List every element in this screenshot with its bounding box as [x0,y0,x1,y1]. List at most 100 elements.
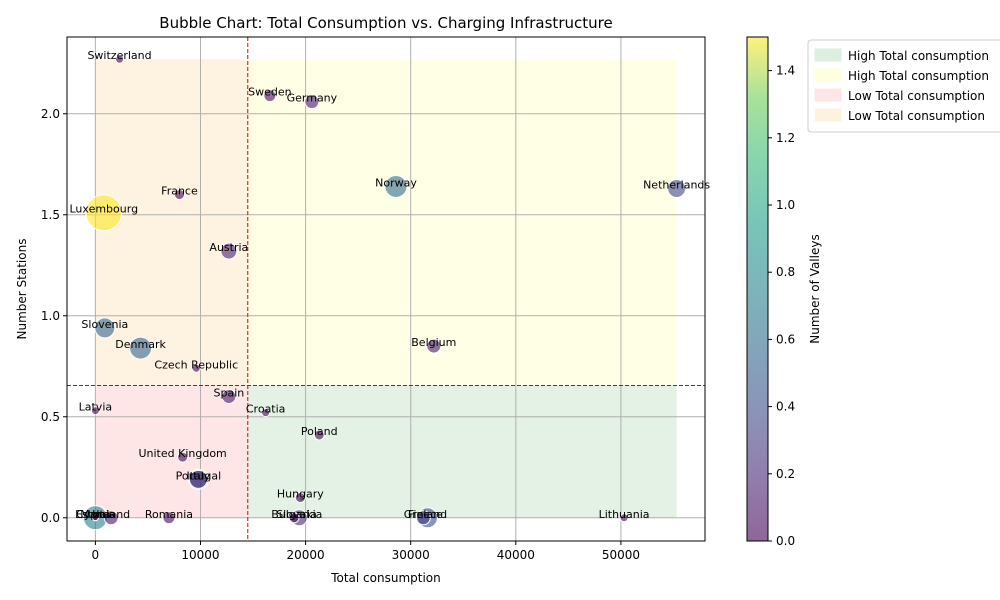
colorbar-tick-label: 1.4 [776,64,795,78]
colorbar-tick-label: 0.0 [776,534,795,548]
bubble-lithuania [619,513,629,523]
bubble-switzerland [115,54,125,64]
bubble-greece [415,510,431,526]
colorbar: 0.0 0.2 0.4 0.6 0.8 1.0 1.2 1.4 Number of Valle… [746,36,822,548]
legend-swatch [814,88,842,102]
x-tick-label: 10000 [181,548,219,562]
bubble-label-germany: Germany [287,92,338,105]
bubble-spain [221,389,237,405]
legend: High Total consumption High Total consump… [807,39,1000,133]
bubble-label-netherlands: Netherlands [643,179,710,192]
x-tick-label: 50000 [602,548,640,562]
bubble-label-hungary: Hungary [277,488,324,501]
bubble-label-croatia: Croatia [246,403,286,416]
bubble-label-slovenia: Slovenia [81,318,128,331]
bubble-ireland [103,510,119,526]
bubble-portugal [188,469,208,489]
y-tick-label: 1.0 [41,309,60,323]
bubble-latvia [90,406,100,416]
bubble-sweden [263,89,277,103]
x-tick-label: 40000 [497,548,535,562]
plot-frame [66,36,706,542]
legend-frame [807,39,1000,133]
bubble-label-finland: Finland [408,508,447,521]
bubble-label-latvia: Latvia [79,401,113,414]
bubble-label-austria: Austria [209,241,248,254]
bubble-luxembourg [85,194,123,232]
bubble-poland [313,429,325,441]
bubble-label-lithuania: Lithuania [599,508,650,521]
legend-label: High Total consumption [848,49,989,63]
colorbar-ticks: 0.0 0.2 0.4 0.6 0.8 1.0 1.2 1.4 [768,64,795,548]
bubble-bulgaria [288,512,300,524]
x-axis-label: Total consumption [330,571,441,585]
bubble-series [82,54,687,531]
bubble-label-slovakia: Slovakia [276,508,322,521]
y-tick-label: 0.0 [41,511,60,525]
y-tick-label: 1.5 [41,208,60,222]
y-axis-ticks: 0.0 0.5 1.0 1.5 2.0 [41,107,67,525]
colorbar-gradient [747,37,768,541]
legend-label: Low Total consumption [848,109,985,123]
bubble-czech-republic [191,363,201,373]
region-high-low [247,385,677,518]
bubble-label-united-kingdom: United Kingdom [138,447,226,460]
colorbar-tick-label: 0.6 [776,332,795,346]
bubble-austria [220,242,238,260]
bubble-label-malta: Malta [80,508,110,521]
bubble-norway [384,174,408,198]
bubble-label-portugal: Portugal [176,469,222,482]
colorbar-tick-label: 1.2 [776,131,795,145]
bubble-label-belgium: Belgium [411,336,456,349]
bubble-label-cyprus: Cyprus [76,508,115,521]
legend-label: High Total consumption [848,69,989,83]
bubble-croatia [261,408,271,418]
y-axis-label: Number Stations [15,239,29,340]
bubble-belgium [426,338,442,354]
bubble-label-ireland: Ireland [92,508,130,521]
bubble-label-norway: Norway [375,176,417,189]
legend-swatch [814,68,842,82]
bubble-label-france: France [161,185,198,198]
bubble-label-spain: Spain [213,387,244,400]
bubble-germany [304,94,320,110]
bubble-slovenia [94,317,116,339]
legend-swatch [814,48,842,62]
bubble-label-switzerland: Switzerland [87,49,151,62]
region-low-low [95,385,248,518]
bubble-label-czech-republic: Czech Republic [154,358,238,371]
x-tick-label: 30000 [392,548,430,562]
colorbar-tick-label: 0.4 [776,400,795,414]
legend-label: Low Total consumption [848,89,985,103]
bubble-france [173,189,185,201]
x-tick-label: 0 [92,548,100,562]
y-tick-label: 0.5 [41,410,60,424]
colorbar-tick-label: 0.2 [776,467,795,481]
colorbar-frame [746,36,769,542]
bubble-label-luxembourg: Luxembourg [70,203,139,216]
bubble-malta [91,514,99,522]
bubble-label-sweden: Sweden [248,86,291,99]
legend-swatch [814,108,842,122]
y-tick-label: 2.0 [41,107,60,121]
grid-lines [67,37,705,541]
threshold-lines [67,37,705,541]
bubble-hungary [294,492,306,504]
colorbar-tick-label: 1.0 [776,198,795,212]
bubble-label-poland: Poland [301,425,338,438]
bubble-netherlands [667,179,687,199]
bubble-label-bulgaria: Bulgaria [271,508,317,521]
bubble-label-greece: Greece [404,508,443,521]
colorbar-tick-label: 0.8 [776,265,795,279]
bubble-romania [162,511,176,525]
bubble-label-denmark: Denmark [115,338,166,351]
bubble-label-estonia: Estonia [75,508,116,521]
bubble-united-kingdom [177,451,189,463]
x-axis-ticks: 0 10000 20000 30000 40000 50000 [92,541,640,562]
bubble-label-romania: Romania [145,508,193,521]
colorbar-label: Number of Valleys [808,234,822,343]
chart-title: Bubble Chart: Total Consumption vs. Char… [159,14,612,32]
bubble-denmark [129,336,153,360]
